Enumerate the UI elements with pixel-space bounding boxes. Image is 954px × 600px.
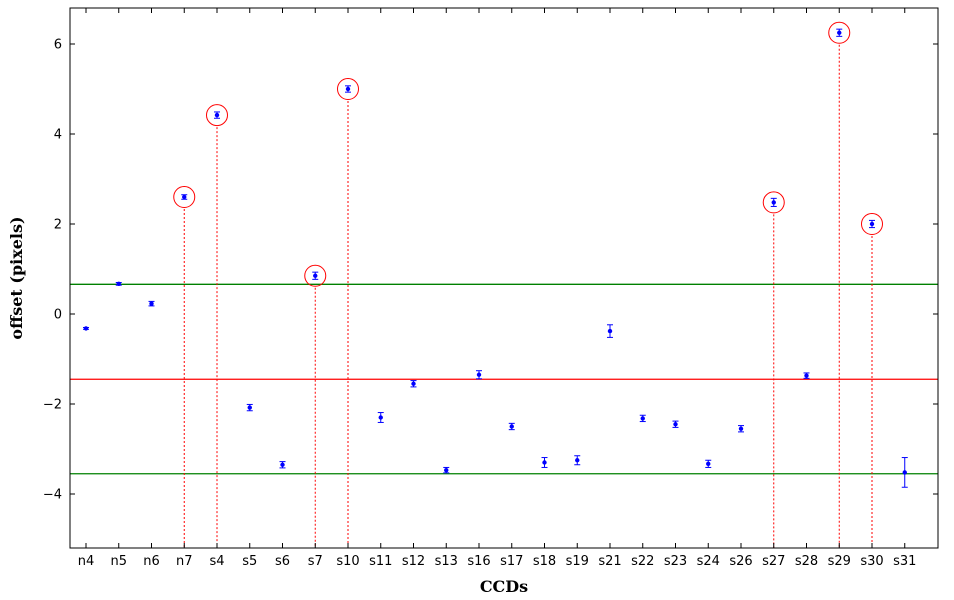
x-tick-label: s19 (566, 554, 589, 569)
data-point-n5 (116, 281, 121, 287)
x-tick-label: s10 (336, 554, 359, 569)
outlier-circle-s29 (828, 21, 851, 44)
data-point-s18 (542, 460, 547, 465)
data-point-s7 (313, 273, 318, 278)
data-point-n6 (149, 301, 154, 306)
x-tick-label: s28 (795, 554, 818, 569)
y-axis-label: offset (pixels) (7, 216, 26, 339)
y-tick-label: 0 (54, 308, 62, 323)
data-point-s28 (804, 373, 809, 378)
data-point-s11 (378, 415, 383, 420)
x-tick-label: s16 (467, 554, 490, 569)
outlier-circle-s4 (206, 104, 228, 127)
data-point-s10 (345, 86, 351, 92)
x-tick-label: n7 (176, 554, 193, 569)
x-tick-label: s27 (762, 554, 785, 569)
x-tick-label: s12 (402, 554, 425, 569)
data-point-s27 (771, 200, 776, 205)
data-point-s19 (575, 458, 580, 463)
outlier-circles (173, 21, 883, 287)
x-tick-label: n6 (143, 554, 160, 569)
data-point-s17 (509, 424, 514, 429)
x-tick-label: s17 (500, 554, 523, 569)
data-point-s5 (247, 405, 252, 410)
y-axis-ticks: −4 −2 0 2 4 6 (43, 38, 938, 503)
data-point-s22 (640, 416, 645, 421)
data-point-s30 (869, 221, 875, 227)
data-point-s13 (444, 467, 449, 473)
x-tick-label: s23 (664, 554, 687, 569)
y-tick-label: −2 (43, 398, 62, 413)
data-point-s26 (738, 426, 744, 431)
outlier-drop-lines (183, 44, 873, 548)
data-point-s4 (214, 112, 220, 118)
x-tick-label: s24 (697, 554, 720, 569)
y-tick-label: −4 (43, 488, 62, 503)
x-tick-label: n4 (78, 554, 95, 569)
x-tick-label: s11 (369, 554, 392, 569)
data-points (83, 28, 908, 488)
x-tick-label: s13 (435, 554, 458, 569)
x-tick-label: n5 (110, 554, 127, 569)
x-tick-label: s5 (242, 554, 257, 569)
x-tick-label: s31 (893, 554, 916, 569)
reference-lines (70, 283, 938, 475)
x-axis-ticks: n4 n5 n6 n7 s4 s5 s6 s7 s10 s11 s12 s13 s16 s17 s18 s19… (78, 8, 916, 569)
y-tick-label: 4 (54, 128, 62, 143)
outlier-circle-n7 (173, 186, 196, 208)
data-point-s12 (411, 381, 416, 386)
outlier-circle-s7 (304, 264, 327, 287)
x-tick-label: s26 (729, 554, 752, 569)
y-tick-label: 2 (54, 218, 62, 233)
data-point-s29 (837, 30, 842, 35)
x-tick-label: s21 (598, 554, 621, 569)
data-point-s24 (706, 461, 711, 467)
plot-area-frame (69, 7, 939, 549)
x-tick-label: s4 (209, 554, 224, 569)
x-tick-label: s22 (631, 554, 654, 569)
x-tick-label: s30 (860, 554, 883, 569)
y-tick-label: 6 (54, 38, 62, 53)
data-point-n4 (83, 326, 89, 331)
x-tick-label: s6 (275, 554, 290, 569)
outlier-circle-s10 (337, 78, 359, 100)
data-point-s23 (673, 422, 678, 427)
outlier-circle-s27 (762, 191, 785, 214)
x-tick-label: s7 (308, 554, 323, 569)
x-tick-label: s29 (828, 554, 851, 569)
x-tick-label: s18 (533, 554, 556, 569)
x-axis-label: CCDs (480, 577, 528, 596)
data-point-s21 (607, 328, 613, 334)
data-point-s31 (902, 470, 907, 475)
data-point-s16 (476, 372, 482, 377)
data-point-s6 (280, 462, 285, 467)
data-point-n7 (182, 194, 187, 200)
outlier-circle-s30 (861, 213, 883, 235)
